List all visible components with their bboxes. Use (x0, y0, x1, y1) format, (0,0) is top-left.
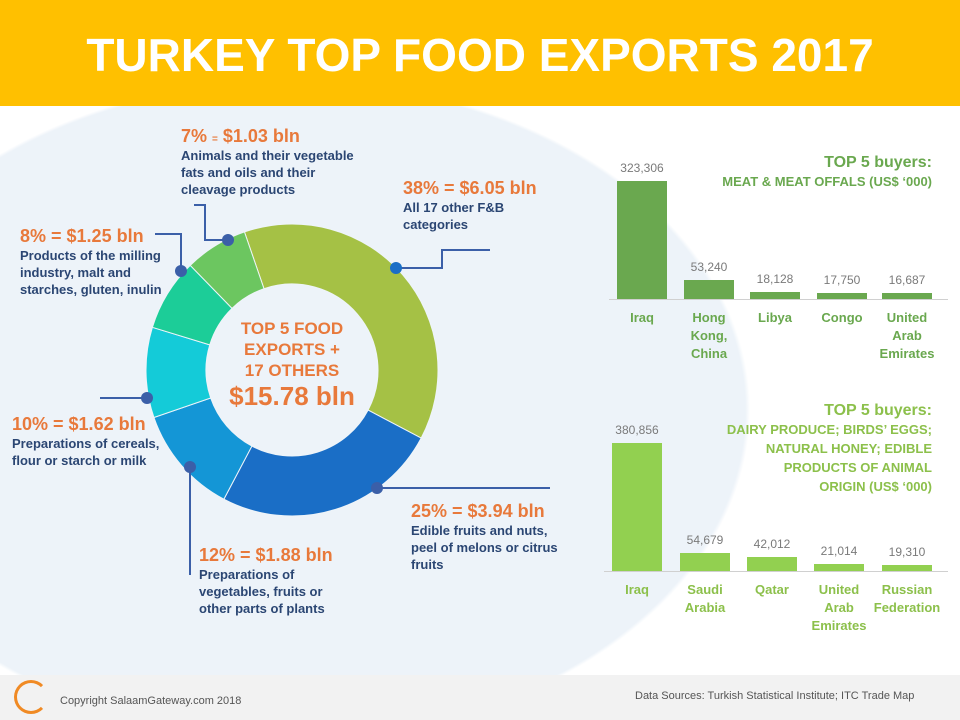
bar-value-label: 19,310 (888, 544, 926, 559)
category-label: United Arab Emirates (811, 582, 867, 633)
slice-label-12: 12% = $1.88 bln Preparations of vegetabl… (199, 545, 349, 617)
category-label: Libya (758, 310, 792, 325)
header-banner: TURKEY TOP FOOD EXPORTS 2017 (0, 0, 960, 106)
footer (0, 675, 960, 720)
bar-chart-2-title: TOP 5 buyers: DAIRY PRODUCE; BIRDS’ EGGS… (727, 402, 932, 496)
leader-dot-7 (222, 234, 234, 246)
bar-value-label: 16,687 (888, 272, 926, 287)
pct: 25% = $3.94 bln (411, 501, 545, 521)
bar (680, 552, 730, 571)
category-label: Russian Federation (873, 582, 941, 615)
copyright-text: Copyright SalaamGateway.com 2018 (60, 695, 242, 707)
category-label: Congo (821, 310, 863, 325)
pct: 12% = $1.88 bln (199, 545, 333, 565)
center-total: $15.78 bln (229, 381, 355, 411)
pct: 10% = $1.62 bln (12, 414, 146, 434)
page-title: TURKEY TOP FOOD EXPORTS 2017 (86, 29, 874, 81)
leader-dot-12 (184, 461, 196, 473)
center-line-1: TOP 5 FOOD (240, 319, 344, 338)
slice-label-8: 8% = $1.25 bln Products of the milling i… (20, 226, 170, 298)
desc: Preparations of cereals, flour or starch… (12, 436, 160, 468)
leader-line-38 (396, 249, 490, 269)
subtitle-line: NATURAL HONEY; EDIBLE (765, 441, 932, 456)
title: TOP 5 buyers: (824, 154, 932, 171)
desc: All 17 other F&B categories (403, 200, 505, 232)
category-label: Iraq (625, 582, 649, 597)
value: $1.03 bln (222, 126, 300, 146)
bar-value-label: 21,014 (820, 543, 858, 558)
bar (747, 556, 797, 571)
bar (750, 292, 800, 299)
category-label: Qatar (755, 582, 789, 597)
desc: Edible fruits and nuts, peel of melons o… (411, 523, 558, 572)
category-label: Iraq (630, 310, 654, 325)
bar (882, 292, 932, 299)
leader-lines (100, 204, 550, 575)
subtitle-line: DAIRY PRODUCE; BIRDS’ EGGS; (726, 422, 932, 437)
slice-label-38: 38% = $6.05 bln All 17 other F&B categor… (403, 178, 553, 233)
slice-label-25: 25% = $3.94 bln Edible fruits and nuts, … (411, 501, 561, 573)
x-axis (604, 571, 948, 572)
pct: 7% (181, 126, 208, 146)
pct: 8% = $1.25 bln (20, 226, 144, 246)
desc: Products of the milling industry, malt a… (20, 248, 162, 297)
bar-value-label: 53,240 (690, 259, 728, 274)
equals: = (212, 134, 218, 145)
pct: 38% = $6.05 bln (403, 178, 537, 198)
subtitle: MEAT & MEAT OFFALS (US$ ‘000) (722, 174, 932, 189)
bar (882, 564, 932, 571)
bar (814, 563, 864, 571)
subtitle-line: ORIGIN (US$ ‘000) (819, 479, 932, 494)
x-axis (609, 299, 948, 300)
center-line-2: EXPORTS + (244, 340, 340, 359)
leader-line-7 (194, 204, 228, 241)
bar (612, 443, 662, 571)
donut-slice-25 (223, 409, 422, 517)
data-sources-text: Data Sources: Turkish Statistical Instit… (635, 690, 915, 702)
leader-dot-10 (141, 392, 153, 404)
category-label: United Arab Emirates (879, 310, 935, 361)
bar-value-label: 42,012 (753, 536, 791, 551)
leader-dot-38 (390, 262, 402, 274)
donut-center-label: TOP 5 FOOD EXPORTS + 17 OTHERS $15.78 bl… (212, 318, 372, 411)
donut-slice-38 (243, 223, 439, 439)
bar-value-label: 380,856 (615, 423, 659, 437)
desc: Animals and their vegetable fats and oil… (181, 148, 354, 197)
category-label: Saudi Arabia (684, 582, 726, 615)
bar (684, 279, 734, 299)
slice-label-10: 10% = $1.62 bln Preparations of cereals,… (12, 414, 172, 469)
donut-slice-7 (189, 231, 265, 310)
bar-value-label: 17,750 (823, 272, 861, 287)
desc: Preparations of vegetables, fruits or ot… (199, 567, 325, 616)
center-line-3: 17 OTHERS (244, 361, 340, 380)
bar-value-label: 54,679 (686, 532, 724, 547)
title: TOP 5 buyers: (824, 402, 932, 419)
leader-line-8 (155, 233, 182, 271)
bar (817, 292, 867, 299)
leader-dot-8 (175, 265, 187, 277)
subtitle-line: PRODUCTS OF ANIMAL (783, 460, 932, 475)
slice-label-7: 7% = $1.03 bln Animals and their vegetab… (181, 126, 371, 198)
leader-dot-25 (371, 482, 383, 494)
bar-value-label: 323,306 (620, 161, 664, 175)
category-label: Hong Kong, China (690, 310, 728, 361)
bar-chart-1-title: TOP 5 buyers: MEAT & MEAT OFFALS (US$ ‘0… (722, 154, 932, 191)
bar-value-label: 18,128 (756, 272, 794, 287)
salaam-gateway-logo (14, 680, 48, 714)
bar (617, 181, 667, 299)
